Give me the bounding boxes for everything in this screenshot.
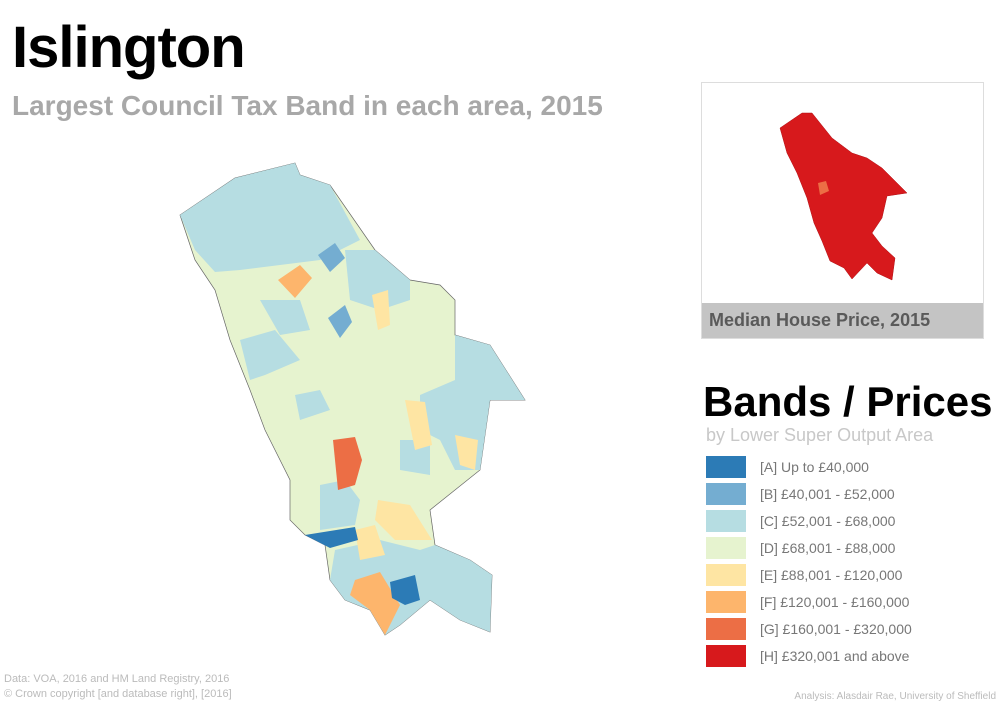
legend-label: [C] £52,001 - £68,000 [760, 512, 896, 529]
legend-label: [B] £40,001 - £52,000 [760, 485, 895, 502]
legend-item-a: [A] Up to £40,000 [706, 453, 912, 480]
legend-item-g: [G] £160,001 - £320,000 [706, 615, 912, 642]
legend-title: Bands / Prices [703, 378, 993, 425]
main-map [179, 162, 526, 636]
legend-item-h: [H] £320,001 and above [706, 642, 912, 669]
inset-label: Median House Price, 2015 [702, 303, 983, 338]
band-e-areas [355, 290, 478, 560]
legend-label: [A] Up to £40,000 [760, 458, 869, 475]
legend-swatch [706, 590, 746, 613]
band-b-areas [318, 243, 352, 338]
inset-map [779, 112, 908, 281]
legend-label: [E] £88,001 - £120,000 [760, 566, 903, 583]
legend-swatch [706, 509, 746, 532]
legend-swatch [706, 644, 746, 667]
legend-swatch [706, 482, 746, 505]
legend-swatch [706, 563, 746, 586]
legend-item-e: [E] £88,001 - £120,000 [706, 561, 912, 588]
legend-label: [H] £320,001 and above [760, 647, 910, 664]
copyright: © Crown copyright [and database right], … [4, 688, 232, 700]
inset-orange-area [818, 181, 829, 195]
legend-subtitle: by Lower Super Output Area [706, 425, 934, 445]
legend-swatch [706, 455, 746, 478]
legend-label: [F] £120,001 - £160,000 [760, 593, 910, 610]
legend-label: [D] £68,001 - £88,000 [760, 539, 896, 556]
legend-item-c: [C] £52,001 - £68,000 [706, 507, 912, 534]
band-f-areas [278, 265, 400, 635]
legend-swatch [706, 617, 746, 640]
legend: [A] Up to £40,000 [B] £40,001 - £52,000 … [706, 453, 912, 669]
data-source: Data: VOA, 2016 and HM Land Registry, 20… [4, 673, 230, 685]
legend-label: [G] £160,001 - £320,000 [760, 620, 912, 637]
page-subtitle: Largest Council Tax Band in each area, 2… [12, 90, 603, 121]
legend-item-d: [D] £68,001 - £88,000 [706, 534, 912, 561]
inset-map-panel: Median House Price, 2015 [701, 82, 984, 339]
page-title: Islington [12, 15, 246, 80]
band-g-area [333, 437, 362, 490]
inset-borough-shape [779, 112, 908, 281]
legend-item-b: [B] £40,001 - £52,000 [706, 480, 912, 507]
analysis-credit: Analysis: Alasdair Rae, University of Sh… [794, 691, 996, 702]
legend-item-f: [F] £120,001 - £160,000 [706, 588, 912, 615]
legend-swatch [706, 536, 746, 559]
band-a-areas [305, 527, 420, 605]
